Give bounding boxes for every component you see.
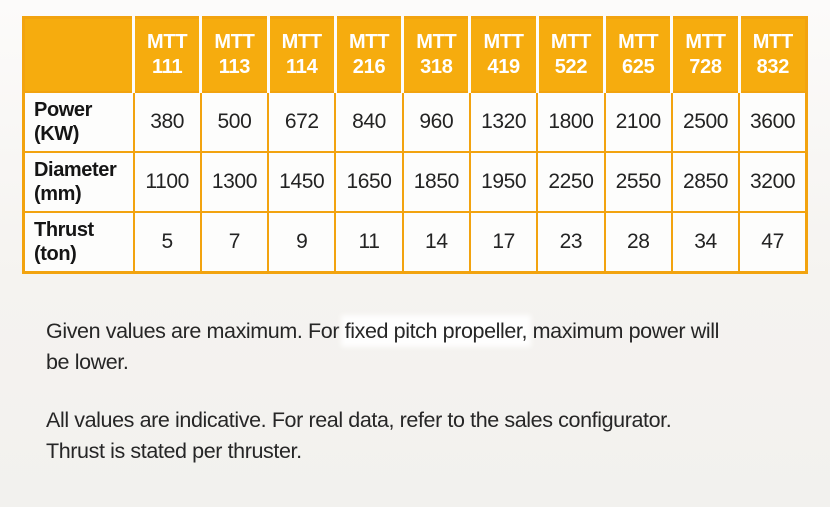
diameter-value-cell: 1100 bbox=[132, 151, 202, 213]
row-power: Power (KW) 380 500 672 840 960 1320 1800… bbox=[22, 91, 808, 153]
thrust-value-cell: 9 bbox=[267, 211, 337, 274]
row-diameter: Diameter (mm) 1100 1300 1450 1650 1850 1… bbox=[22, 151, 808, 213]
thruster-spec-table: MTT 111 MTT 113 MTT 114 MTT 216 MTT 318 … bbox=[22, 16, 808, 274]
power-value-cell: 3600 bbox=[738, 91, 808, 153]
thrust-value-cell: 28 bbox=[603, 211, 673, 274]
thrust-value-cell: 7 bbox=[199, 211, 270, 274]
power-value-cell: 672 bbox=[267, 91, 337, 153]
model-header-row: MTT 111 MTT 113 MTT 114 MTT 216 MTT 318 … bbox=[23, 17, 807, 92]
note-maximum-values: Given values are maximum. For fixed pitc… bbox=[46, 316, 786, 378]
row-label-thrust: Thrust (ton) bbox=[22, 211, 135, 274]
model-header-mtt-111: MTT 111 bbox=[131, 17, 201, 92]
diameter-value-cell: 1450 bbox=[267, 151, 337, 213]
note-line: be lower. bbox=[46, 350, 129, 374]
thrust-value-cell: 17 bbox=[468, 211, 539, 274]
diameter-value-cell: 2550 bbox=[603, 151, 673, 213]
diameter-value-cell: 1300 bbox=[199, 151, 270, 213]
model-header-mtt-216: MTT 216 bbox=[333, 17, 403, 92]
power-value-cell: 840 bbox=[334, 91, 404, 153]
note-text-post: maximum power will bbox=[527, 319, 720, 343]
thrust-value-cell: 23 bbox=[536, 211, 606, 274]
diameter-value-cell: 2850 bbox=[670, 151, 741, 213]
row-thrust: Thrust (ton) 5 7 9 11 14 17 23 28 34 47 bbox=[22, 211, 808, 274]
note-line: All values are indicative. For real data… bbox=[46, 408, 672, 432]
model-header-mtt-419: MTT 419 bbox=[468, 17, 538, 92]
thrust-value-cell: 14 bbox=[401, 211, 471, 274]
footnotes: Given values are maximum. For fixed pitc… bbox=[46, 316, 786, 494]
thrust-value-cell: 34 bbox=[670, 211, 741, 274]
diameter-value-cell: 2250 bbox=[536, 151, 606, 213]
power-value-cell: 2100 bbox=[603, 91, 673, 153]
model-header-mtt-832: MTT 832 bbox=[737, 17, 807, 92]
model-header-mtt-113: MTT 113 bbox=[199, 17, 269, 92]
diameter-value-cell: 1950 bbox=[468, 151, 539, 213]
model-header-mtt-625: MTT 625 bbox=[603, 17, 672, 92]
power-value-cell: 960 bbox=[401, 91, 471, 153]
note-line: Given values are maximum. For fixed pitc… bbox=[46, 316, 786, 347]
thrust-value-cell: 5 bbox=[132, 211, 202, 274]
diameter-value-cell: 1650 bbox=[334, 151, 404, 213]
power-value-cell: 1800 bbox=[536, 91, 606, 153]
power-value-cell: 1320 bbox=[468, 91, 539, 153]
model-header-mtt-728: MTT 728 bbox=[670, 17, 740, 92]
note-text-pre: Given values are maximum. For bbox=[46, 319, 345, 343]
thrust-value-cell: 47 bbox=[738, 211, 808, 274]
row-label-diameter: Diameter (mm) bbox=[22, 151, 135, 213]
power-value-cell: 500 bbox=[199, 91, 270, 153]
corner-cell bbox=[23, 17, 134, 92]
model-header-mtt-114: MTT 114 bbox=[266, 17, 336, 92]
thrust-value-cell: 11 bbox=[334, 211, 404, 274]
model-header-mtt-318: MTT 318 bbox=[401, 17, 470, 92]
power-value-cell: 2500 bbox=[670, 91, 741, 153]
note-line: Thrust is stated per thruster. bbox=[46, 439, 302, 463]
model-header-mtt-522: MTT 522 bbox=[535, 17, 605, 92]
power-value-cell: 380 bbox=[132, 91, 202, 153]
diameter-value-cell: 1850 bbox=[401, 151, 471, 213]
row-label-power: Power (KW) bbox=[22, 91, 135, 153]
note-text-highlighted: fixed pitch propeller, bbox=[344, 319, 528, 343]
note-indicative-values: All values are indicative. For real data… bbox=[46, 405, 786, 467]
diameter-value-cell: 3200 bbox=[738, 151, 808, 213]
